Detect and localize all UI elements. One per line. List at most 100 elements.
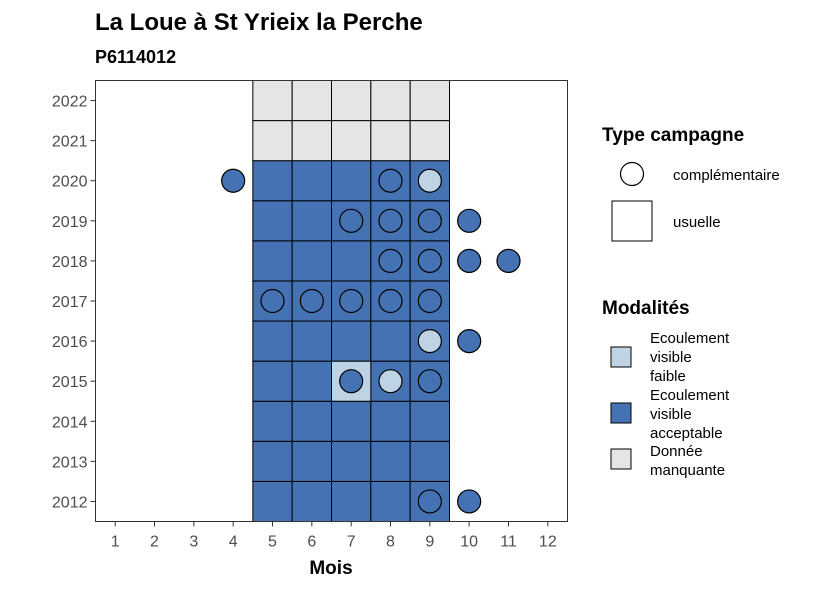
usuelle-cell [370, 80, 411, 122]
x-axis-title: Mois [309, 558, 352, 579]
y-tick-label: 2019 [52, 214, 88, 231]
usuelle-cell [252, 360, 293, 402]
complementaire-point [457, 328, 482, 354]
usuelle-cell [409, 240, 450, 282]
usuelle-cell [252, 320, 293, 362]
complementaire-point [417, 369, 442, 394]
usuelle-cell [252, 160, 293, 202]
complementaire-point [378, 208, 403, 233]
complementaire-point [378, 168, 403, 193]
usuelle-cell [291, 120, 332, 162]
legend-label-manquante: manquante [650, 462, 725, 479]
usuelle-cell [331, 480, 372, 522]
usuelle-cell [409, 80, 450, 122]
legend-label-faible: faible [650, 368, 686, 385]
usuelle-cell [331, 80, 372, 122]
x-tick-label: 6 [307, 534, 316, 551]
complementaire-point [221, 168, 246, 193]
complementaire-points [221, 168, 521, 514]
x-tick-label: 2 [150, 534, 159, 551]
usuelle-cell [252, 480, 293, 522]
complementaire-point [417, 248, 442, 274]
complementaire-point [417, 328, 442, 354]
usuelle-cell [252, 440, 293, 482]
x-tick-label: 5 [268, 534, 277, 551]
x-tick-label: 7 [347, 534, 356, 551]
legend-title-modalites: Modalités [602, 298, 690, 319]
complementaire-point [339, 208, 364, 233]
y-tick-label: 2022 [52, 94, 88, 111]
y-tick-label: 2012 [52, 494, 88, 511]
complementaire-point [457, 208, 482, 233]
usuelle-cell [291, 480, 332, 522]
legend-label-faible: Ecoulement [650, 330, 730, 347]
y-tick-label: 2017 [52, 294, 88, 311]
usuelle-cell [331, 120, 372, 162]
legend-label-acceptable: acceptable [650, 425, 723, 442]
legend-label-complementaire: complémentaire [673, 167, 780, 184]
usuelle-cell [291, 360, 332, 402]
y-tick-label: 2020 [52, 174, 88, 191]
x-tick-label: 8 [386, 534, 395, 551]
legend-label-acceptable: Ecoulement [650, 387, 730, 404]
usuelle-cell [370, 120, 411, 162]
usuelle-cell [370, 440, 411, 482]
usuelle-cells [252, 80, 450, 522]
usuelle-cell [409, 440, 450, 482]
legend-label-faible: visible [650, 349, 692, 366]
legend-swatch-manquante [610, 448, 632, 470]
y-tick-label: 2016 [52, 334, 88, 351]
x-tick-label: 9 [425, 534, 434, 551]
complementaire-point [417, 168, 442, 193]
x-tick-label: 11 [500, 534, 517, 551]
legend-label-usuelle: usuelle [673, 214, 721, 231]
complementaire-point [378, 369, 403, 394]
usuelle-cell [370, 400, 411, 442]
y-tick-label: 2015 [52, 374, 88, 391]
usuelle-cell [331, 440, 372, 482]
usuelle-cell [331, 240, 372, 282]
y-tick-label: 2021 [52, 134, 88, 151]
x-tick-label: 3 [189, 534, 198, 551]
x-axis: 1 2 3 4 5 6 7 8 9 10 11 12 [111, 521, 557, 551]
usuelle-cell [331, 400, 372, 442]
complementaire-point [417, 288, 442, 314]
complementaire-point [457, 489, 482, 514]
complementaire-point [339, 369, 364, 394]
y-tick-label: 2014 [52, 414, 88, 431]
usuelle-cell [409, 400, 450, 442]
usuelle-cell [252, 120, 293, 162]
usuelle-cell [291, 200, 332, 242]
usuelle-cell [370, 480, 411, 522]
usuelle-cell [291, 440, 332, 482]
x-tick-label: 10 [460, 534, 478, 551]
usuelle-cell [252, 400, 293, 442]
usuelle-cell [409, 120, 450, 162]
usuelle-cell [291, 400, 332, 442]
legend-label-manquante: Donnée [650, 443, 703, 460]
complementaire-point [417, 208, 442, 233]
complementaire-point [457, 248, 482, 274]
legend-key-square [611, 200, 653, 242]
complementaire-point [378, 288, 403, 314]
chart-title: La Loue à St Yrieix la Perche [95, 9, 423, 36]
legend-swatch-acceptable [610, 402, 632, 424]
complementaire-point [339, 288, 364, 314]
usuelle-cell [291, 320, 332, 362]
x-tick-label: 4 [229, 534, 238, 551]
usuelle-cell [252, 80, 293, 122]
legend-label-acceptable: visible [650, 406, 692, 423]
complementaire-point [299, 288, 324, 314]
usuelle-cell [331, 320, 372, 362]
usuelle-cell [291, 240, 332, 282]
complementaire-point [260, 288, 285, 314]
y-axis: 2012 2013 2014 2015 2016 2017 2018 2019 2020 2021… [52, 94, 96, 511]
legend-key-circle [619, 161, 645, 187]
usuelle-cell [331, 160, 372, 202]
x-tick-label: 1 [111, 534, 120, 551]
legend: Type campagne complémentaire usuelle Modali… [602, 125, 780, 479]
usuelle-cell [291, 80, 332, 122]
chart-subtitle: P6114012 [95, 47, 176, 67]
x-tick-label: 12 [539, 534, 557, 551]
